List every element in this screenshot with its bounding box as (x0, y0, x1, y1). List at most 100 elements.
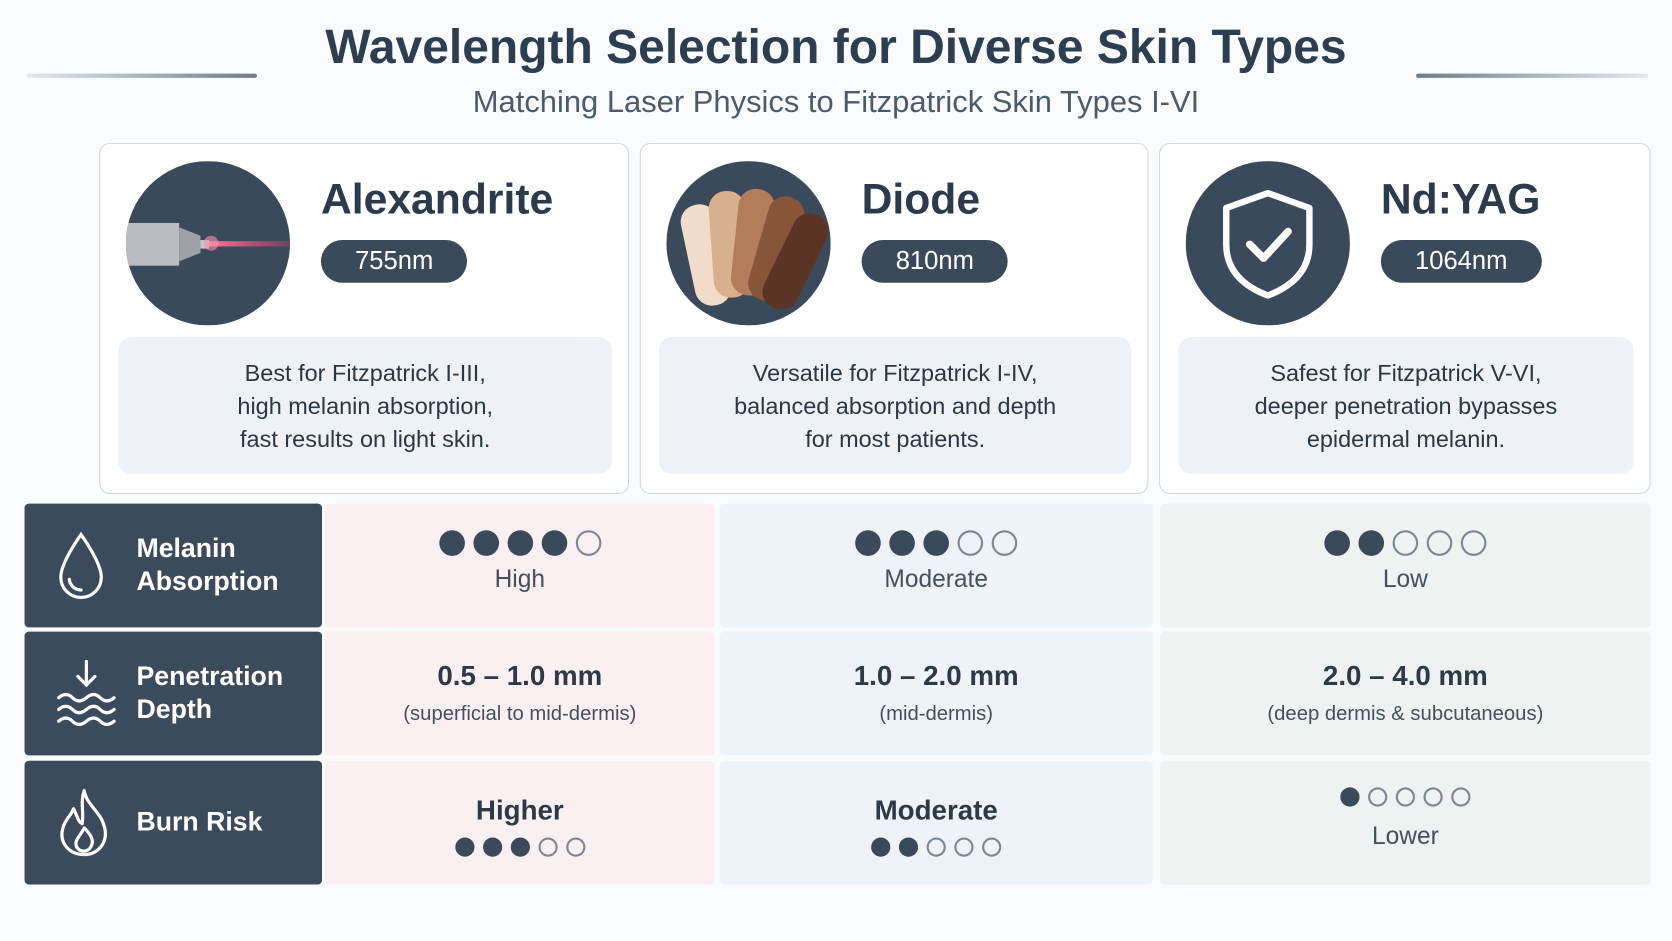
description-line: Versatile for Fitzpatrick I-IV, (752, 359, 1038, 386)
empty-dot (982, 836, 1002, 857)
title: Wavelength Selection for Diverse Skin Ty… (325, 19, 1347, 74)
rating-dots (855, 529, 1018, 556)
filled-dot (510, 836, 530, 857)
table-cell: Lower (1160, 760, 1651, 885)
rating-label: Low (1382, 563, 1428, 592)
table-cell: 0.5 – 1.0 mm (superficial to mid-dermis) (325, 631, 715, 756)
row-header: Burn Risk (24, 760, 323, 885)
row-label-line: Burn Risk (136, 807, 263, 837)
table-cell: 1.0 – 2.0 mm (mid-dermis) (719, 631, 1153, 756)
filled-dot (507, 529, 533, 556)
laser-name: Nd:YAG (1380, 176, 1541, 223)
decor-rule (26, 73, 257, 78)
description-line: for most patients. (805, 425, 986, 452)
depth-value: 2.0 – 4.0 mm (1322, 658, 1488, 691)
empty-dot (1392, 529, 1419, 556)
wavelength-pill: 755nm (320, 240, 468, 283)
laser-card: Nd:YAG 1064nm Safest for Fitzpatrick V-V… (1159, 142, 1651, 494)
depth-icon (57, 659, 116, 727)
row-label-line: Absorption (136, 566, 279, 597)
filled-dot (472, 529, 499, 556)
description-line: Safest for Fitzpatrick V-VI, (1270, 359, 1542, 386)
row-label-line: Penetration (136, 661, 284, 692)
laser-description: Versatile for Fitzpatrick I-IV, balanced… (658, 337, 1132, 474)
rating-label: Moderate (874, 793, 998, 826)
empty-dot (1395, 786, 1415, 807)
shield-icon (1185, 161, 1350, 326)
laser-card: Alexandrite 755nm Best for Fitzpatrick I… (99, 142, 630, 494)
empty-dot (565, 836, 585, 857)
filled-dot (454, 836, 474, 857)
filled-dot (482, 836, 502, 857)
table-cell: Low (1160, 503, 1651, 628)
filled-dot (438, 529, 465, 556)
filled-dot (1340, 786, 1360, 807)
table-cell: High (325, 503, 715, 628)
subtitle: Matching Laser Physics to Fitzpatrick Sk… (472, 85, 1200, 120)
empty-dot (926, 836, 946, 857)
depth-note: (deep dermis & subcutaneous) (1267, 702, 1544, 725)
rating-dots (454, 836, 585, 857)
description-line: deeper penetration bypasses (1254, 392, 1558, 419)
description-line: Best for Fitzpatrick I-III, (244, 359, 486, 386)
filled-dot (923, 529, 950, 556)
table-cell: Higher (325, 760, 715, 885)
wavelength-pill: 810nm (861, 240, 1009, 283)
rating-label: High (494, 563, 546, 592)
laser-name: Alexandrite (320, 176, 554, 223)
filled-dot (1358, 529, 1385, 556)
row-label-line: Melanin (136, 533, 236, 564)
empty-dot (575, 529, 601, 556)
laser-description: Safest for Fitzpatrick V-VI, deeper pene… (1178, 337, 1634, 474)
table-cell: 2.0 – 4.0 mm (deep dermis & subcutaneous… (1160, 631, 1651, 756)
flame-icon (60, 788, 107, 857)
filled-dot (541, 529, 567, 556)
laser-icon (125, 161, 291, 326)
rating-label: Higher (475, 793, 564, 826)
table-cell: Moderate (719, 503, 1153, 628)
filled-dot (889, 529, 915, 556)
rating-label: Lower (1371, 820, 1439, 849)
empty-dot (954, 836, 974, 857)
wavelength-pill: 1064nm (1380, 240, 1542, 283)
row-header: Penetration Depth (24, 631, 323, 756)
rating-dots (438, 529, 601, 556)
empty-dot (1426, 529, 1453, 556)
row-label: Melanin Absorption (136, 532, 278, 598)
drop-icon (59, 531, 103, 599)
decor-rule (1416, 73, 1649, 78)
description-line: balanced absorption and depth (734, 392, 1057, 419)
row-label: Burn Risk (136, 806, 262, 839)
row-label-line: Depth (136, 694, 213, 725)
filled-dot (855, 529, 881, 556)
rating-dots (1340, 786, 1471, 807)
skin-icon (666, 161, 831, 326)
filled-dot (1324, 529, 1350, 556)
laser-name: Diode (861, 176, 981, 223)
empty-dot (1368, 786, 1388, 807)
empty-dot (1451, 786, 1471, 807)
laser-card: Diode 810nm Versatile for Fitzpatrick I-… (639, 142, 1149, 494)
rating-dots (1324, 529, 1487, 556)
description-line: fast results on light skin. (240, 425, 491, 452)
empty-dot (1460, 529, 1487, 556)
row-label: Penetration Depth (136, 660, 283, 726)
depth-value: 1.0 – 2.0 mm (853, 658, 1019, 691)
description-line: high melanin absorption, (237, 392, 494, 419)
row-header: Melanin Absorption (24, 503, 323, 628)
filled-dot (898, 836, 919, 857)
empty-dot (537, 836, 558, 857)
empty-dot (991, 529, 1018, 556)
filled-dot (871, 836, 891, 857)
empty-dot (1423, 786, 1443, 807)
laser-description: Best for Fitzpatrick I-III, high melanin… (118, 337, 613, 474)
empty-dot (957, 529, 984, 556)
description-line: epidermal melanin. (1306, 425, 1506, 452)
depth-note: (superficial to mid-dermis) (403, 702, 637, 725)
rating-label: Moderate (884, 563, 989, 592)
rating-dots (871, 836, 1002, 857)
table-cell: Moderate (719, 760, 1153, 885)
